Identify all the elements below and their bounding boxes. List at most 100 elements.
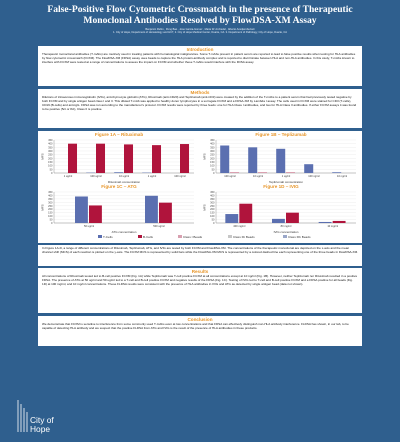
x-tick-label: 10 mg/ml xyxy=(327,224,338,228)
figure-legend: T-Cells B-Cells Class I Beads Class IIb … xyxy=(98,235,362,241)
x-axis-label: IVIG concentration xyxy=(274,230,299,234)
y-tick-label: 400 xyxy=(48,142,53,146)
bar xyxy=(68,143,78,173)
y-tick-label: 50 xyxy=(50,218,53,222)
x-tick-label: 80 mg/ml xyxy=(281,224,292,228)
x-tick-label: 100 ug/ml xyxy=(224,174,236,178)
x-tick-label: 1 ug/ml xyxy=(64,174,73,178)
x-axis-label: Rituximab concentration xyxy=(108,180,141,184)
bar xyxy=(248,147,258,173)
legend-label-b-cells: B-Cells xyxy=(143,235,153,239)
legend-label-class-i-beads: Class I Beads xyxy=(183,235,203,239)
legend-swatch-class-iib-beads xyxy=(228,235,232,239)
bar xyxy=(89,205,102,223)
x-tick-label: 10 ng/ml xyxy=(337,174,347,178)
legend-swatch-class-i-beads xyxy=(178,235,182,239)
results-panel: Results All concentrations of Rituximab … xyxy=(38,268,362,313)
y-tick-label: 100 xyxy=(210,164,215,168)
methods-panel: Methods Dilutions of intravenous immunog… xyxy=(38,89,362,128)
results-text: All concentrations of Rituximab tested l… xyxy=(42,274,358,286)
conclusion-text: We demonstrate that FCXM is sensitive to… xyxy=(42,322,349,330)
y-tick-label: 400 xyxy=(210,193,215,197)
poster-title: False-Positive Flow Cytometric Crossmatc… xyxy=(0,4,400,26)
y-axis-label: MFS xyxy=(41,153,45,159)
y-tick-label: 300 xyxy=(210,200,215,204)
y-tick-label: 400 xyxy=(210,142,215,146)
poster-title-line2: Monoclonal Antibodies Resolved by FlowDS… xyxy=(83,15,317,26)
bar xyxy=(225,214,239,223)
bar xyxy=(318,221,332,223)
figure-1b-teplizumab: Figure 1B – Teplizumab 0 50 100 150 200 250 30… xyxy=(202,132,360,184)
y-tick-label: 100 xyxy=(210,214,215,218)
y-tick-label: 250 xyxy=(48,204,53,208)
legend-label-class-iiib-beads: Class IIIb Beads xyxy=(288,235,311,239)
bar xyxy=(145,195,158,223)
figure-1c-atg: Figure 1C – ATG 0 50 100 150 200 250 300 350 400… xyxy=(40,184,198,234)
y-tick-label: 200 xyxy=(210,156,215,160)
x-tick-label: 10 ug/ml xyxy=(253,174,263,178)
y-axis-label: MFS xyxy=(203,153,207,159)
figure-caption-panel: In Figure 1A-D, a range of different con… xyxy=(38,245,362,266)
x-tick-label: 500 ug/ml xyxy=(153,224,165,228)
figure-caption-text: In Figure 1A-D, a range of different con… xyxy=(42,246,358,254)
x-tick-label: 1 ug/ml xyxy=(148,174,157,178)
legend-item-t-cells: T-Cells xyxy=(98,235,113,239)
bar xyxy=(159,202,172,223)
methods-text: Dilutions of intravenous immunoglobulin … xyxy=(42,95,357,111)
bar xyxy=(180,144,190,173)
logo-text-line1: City of xyxy=(30,415,54,425)
y-tick-label: 250 xyxy=(48,153,53,157)
legend-label-t-cells: T-Cells xyxy=(103,235,113,239)
y-tick-label: 350 xyxy=(210,145,215,149)
legend-item-class-iib-beads: Class IIb Beads xyxy=(228,235,255,239)
figures-panel: Figure 1A – Rituximab 0 50 100 150 200 250 300… xyxy=(38,131,362,243)
bar xyxy=(239,203,253,223)
y-tick-label: 150 xyxy=(210,211,215,215)
legend-item-b-cells: B-Cells xyxy=(138,235,153,239)
conclusion-heading: Conclusion xyxy=(187,317,213,322)
y-tick-label: 50 xyxy=(50,167,53,171)
results-heading: Results xyxy=(191,269,209,274)
introduction-text: Therapeutic monoclonal antibodies (T-mAb… xyxy=(42,52,356,64)
y-tick-label: 0 xyxy=(213,171,215,175)
y-tick-label: 250 xyxy=(210,204,215,208)
poster-authors: Benjamin Rubin , Peng Bao , Jose Garcia-… xyxy=(145,28,255,31)
y-tick-label: 350 xyxy=(48,145,53,149)
y-tick-label: 50 xyxy=(212,218,215,222)
figure-1b-title: Figure 1B – Teplizumab xyxy=(255,132,307,137)
city-of-hope-logo-icon xyxy=(17,400,28,432)
y-tick-label: 50 xyxy=(212,167,215,171)
poster-affiliations: 1. City of Hope, Department of Hematolog… xyxy=(112,31,288,35)
y-axis-label: MFS xyxy=(41,204,45,210)
legend-label-class-iib-beads: Class IIb Beads xyxy=(233,235,255,239)
poster-title-line1: False-Positive Flow Cytometric Crossmatc… xyxy=(47,4,353,15)
x-axis-label: Teplizumab concentration xyxy=(269,180,303,184)
y-tick-label: 200 xyxy=(210,207,215,211)
figure-1d-title: Figure 1D – IVIG xyxy=(263,184,299,189)
y-tick-label: 350 xyxy=(210,197,215,201)
y-tick-label: 450 xyxy=(210,190,215,194)
x-axis-label: ATG concentration xyxy=(112,230,137,234)
conclusion-panel: Conclusion We demonstrate that FCXM is s… xyxy=(38,316,362,346)
y-tick-label: 300 xyxy=(210,149,215,153)
y-tick-label: 450 xyxy=(48,190,53,194)
figure-1a-title: Figure 1A – Rituximab xyxy=(94,132,144,137)
y-tick-label: 200 xyxy=(48,207,53,211)
bar xyxy=(332,172,342,173)
y-tick-label: 300 xyxy=(48,149,53,153)
y-tick-label: 0 xyxy=(213,221,215,225)
bar xyxy=(75,196,88,223)
figure-1a-rituximab: Figure 1A – Rituximab 0 50 100 150 200 250 300… xyxy=(40,132,198,184)
y-tick-label: 450 xyxy=(48,138,53,142)
x-tick-label: 100 ng/ml xyxy=(308,174,320,178)
y-tick-label: 150 xyxy=(210,160,215,164)
methods-heading: Methods xyxy=(190,90,210,95)
y-tick-label: 300 xyxy=(48,200,53,204)
legend-swatch-b-cells xyxy=(138,235,142,239)
bar xyxy=(332,220,346,223)
y-tick-label: 100 xyxy=(48,164,53,168)
